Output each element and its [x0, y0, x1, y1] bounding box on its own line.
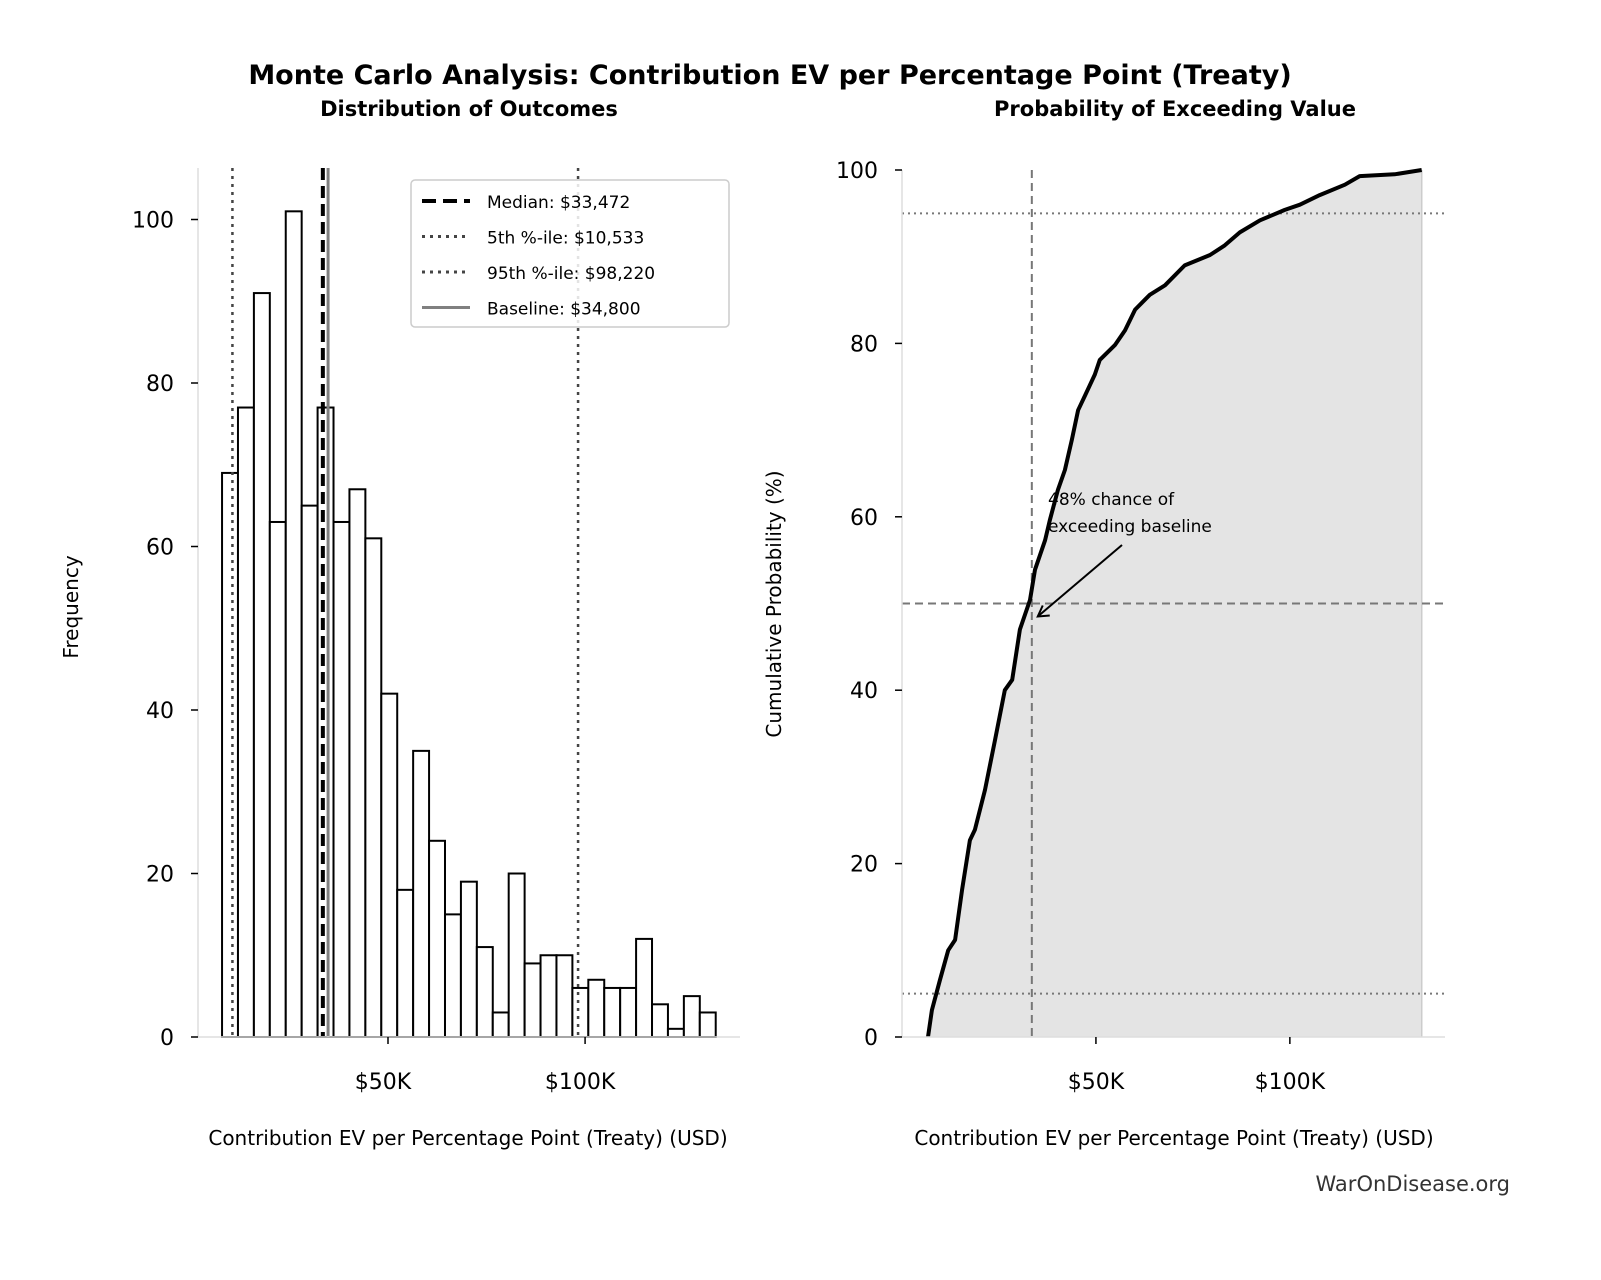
histogram-bar	[316, 406, 335, 1039]
y-tick-label: 60	[146, 536, 174, 561]
histogram-bar	[396, 888, 415, 1038]
legend-label: Median: $33,472	[487, 193, 630, 213]
cdf-line	[926, 168, 1423, 1038]
histogram-bar	[221, 471, 239, 1038]
y-tick-label: 40	[146, 699, 174, 724]
cdf-subtitle: Probability of Exceeding Value	[994, 97, 1356, 121]
y-tick-label: 40	[850, 679, 878, 704]
x-tick-label: $100K	[545, 1070, 616, 1095]
histogram-bar	[412, 749, 431, 1038]
histogram-bar	[571, 986, 590, 1038]
cdf-fill-area	[927, 170, 1422, 1037]
y-tick-label: 0	[160, 1026, 174, 1051]
histogram-subtitle: Distribution of Outcomes	[320, 97, 618, 121]
histogram-bar	[651, 1003, 669, 1039]
legend-label: Baseline: $34,800	[487, 300, 641, 320]
histogram-bar	[587, 978, 606, 1038]
histogram-bar	[491, 1011, 510, 1039]
x-tick-label: $50K	[355, 1070, 412, 1095]
y-tick-label: 20	[146, 863, 174, 888]
histogram-bar	[428, 839, 446, 1038]
histogram-bar	[539, 954, 558, 1039]
histogram-bar	[443, 913, 462, 1039]
legend-label: 5th %-ile: $10,533	[487, 229, 644, 249]
histogram-bar	[555, 954, 574, 1039]
cdf-panel: 0 20 40 60 80 100 $50K $100K 48% chance of exceed…	[836, 159, 1445, 1095]
y-tick-label: 100	[836, 159, 878, 184]
histogram-bar	[475, 946, 494, 1038]
legend-box	[410, 179, 730, 328]
histogram-bar	[682, 995, 701, 1039]
legend: Median: $33,472 5th %-ile: $10,533 95th %-…	[410, 179, 730, 328]
y-tick-label: 80	[146, 372, 174, 397]
histogram-bar	[236, 406, 255, 1039]
y-tick-label: 100	[132, 209, 174, 234]
histogram-bar	[635, 937, 654, 1038]
x-tick-label: $50K	[1068, 1070, 1125, 1095]
histogram-bar	[603, 986, 622, 1038]
watermark: WarOnDisease.org	[1316, 1172, 1510, 1196]
legend-label: 95th %-ile: $98,220	[487, 264, 655, 284]
x-tick-label: $100K	[1255, 1070, 1326, 1095]
histogram-bar	[300, 504, 319, 1038]
annotation-arrow	[1037, 544, 1123, 618]
cdf-ylabel: Cumulative Probability (%)	[762, 470, 786, 737]
y-tick-label: 0	[864, 1026, 878, 1051]
histogram-panel: 0 20 40 60 80 100 $50K $100K Median: $33,472 5th …	[132, 168, 740, 1095]
y-tick-label: 20	[850, 853, 878, 878]
histogram-bar	[666, 1027, 685, 1039]
figure-title: Monte Carlo Analysis: Contribution EV pe…	[248, 60, 1291, 91]
y-tick-label: 60	[850, 506, 878, 531]
histogram-bar	[380, 692, 399, 1038]
histogram-bar	[268, 520, 287, 1038]
histogram-bar	[364, 537, 383, 1038]
histogram-bar	[252, 292, 271, 1038]
histogram-bar	[698, 1011, 717, 1039]
annotation-text: exceeding baseline	[1048, 517, 1212, 537]
histogram-xlabel: Contribution EV per Percentage Point (Tr…	[208, 1126, 727, 1150]
histogram-bar	[348, 488, 367, 1039]
arrow-head-icon	[1036, 605, 1050, 618]
y-tick-label: 80	[850, 332, 878, 357]
annotation-text: 48% chance of	[1048, 490, 1175, 510]
histogram-bar	[507, 872, 526, 1039]
cdf-xlabel: Contribution EV per Percentage Point (Tr…	[914, 1126, 1433, 1150]
histogram-ylabel: Frequency	[59, 555, 83, 658]
histogram-bar	[619, 986, 638, 1038]
histogram-bar	[459, 880, 478, 1039]
histogram-bar	[523, 962, 542, 1039]
histogram-bar	[284, 210, 303, 1038]
histogram-bar	[332, 520, 351, 1038]
